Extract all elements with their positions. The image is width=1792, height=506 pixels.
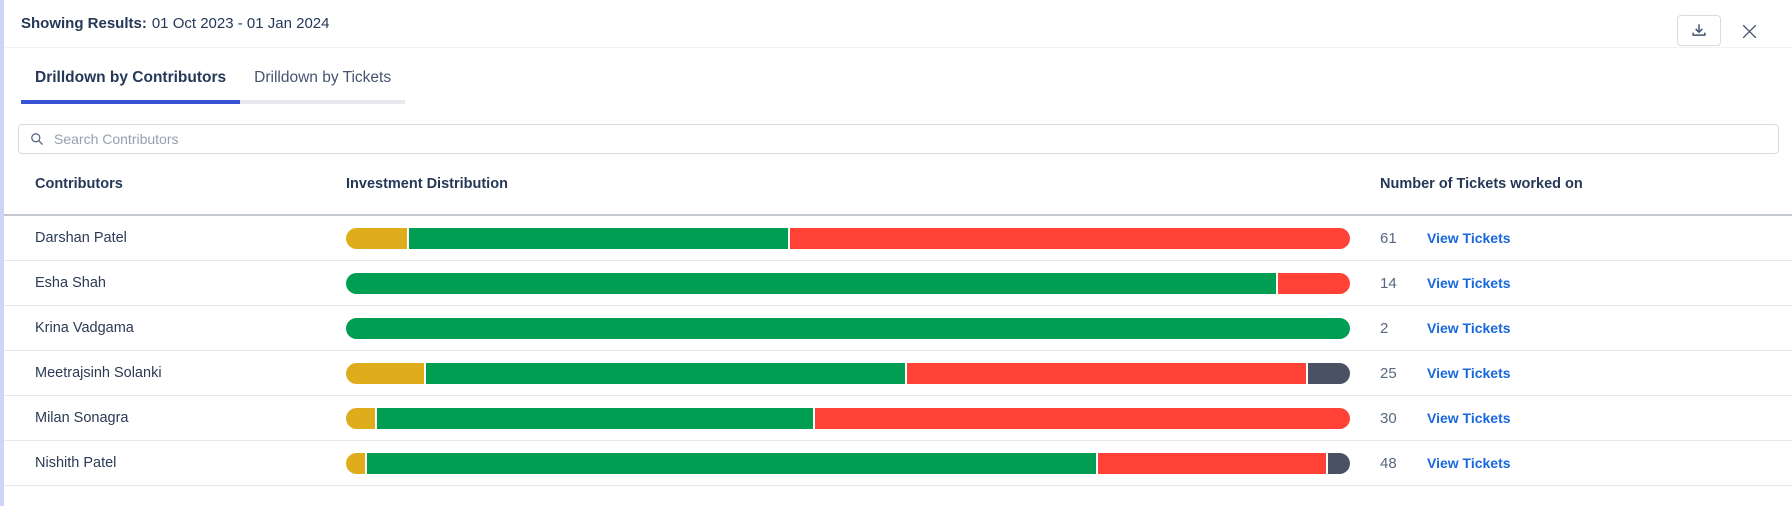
results-header: Showing Results: 01 Oct 2023 - 01 Jan 202… xyxy=(0,0,1792,48)
contributor-row: Nishith Patel 48 View Tickets xyxy=(0,441,1792,486)
contributor-row: Darshan Patel 61 View Tickets xyxy=(0,216,1792,261)
bar-segment-yellow xyxy=(346,227,408,249)
panel-left-edge xyxy=(0,0,4,506)
bar-segment-slate xyxy=(1325,452,1350,474)
contributor-name: Darshan Patel xyxy=(35,230,127,246)
tickets-count: 30 xyxy=(1380,409,1397,427)
tickets-count: 48 xyxy=(1380,454,1397,472)
view-tickets-link[interactable]: View Tickets xyxy=(1427,455,1511,471)
bar-segment-yellow xyxy=(346,362,425,384)
investment-bar xyxy=(346,272,1350,294)
tab-drilldown-by-tickets[interactable]: Drilldown by Tickets xyxy=(240,69,406,104)
contributor-name: Esha Shah xyxy=(35,275,106,291)
investment-bar xyxy=(346,362,1350,384)
investment-bar xyxy=(346,407,1350,429)
contributor-row: Milan Sonagra 30 View Tickets xyxy=(0,396,1792,441)
bar-segment-red xyxy=(905,362,1306,384)
view-tickets-link[interactable]: View Tickets xyxy=(1427,320,1511,336)
bar-segment-green xyxy=(365,452,1096,474)
search-input[interactable] xyxy=(54,131,1768,147)
view-tickets-link[interactable]: View Tickets xyxy=(1427,275,1511,291)
close-button[interactable] xyxy=(1737,19,1761,43)
bar-segment-red xyxy=(1095,452,1326,474)
tab-drilldown-by-contributors[interactable]: Drilldown by Contributors xyxy=(21,69,241,104)
column-header-tickets-worked-on: Number of Tickets worked on xyxy=(1380,176,1583,192)
bar-segment-yellow xyxy=(346,452,366,474)
showing-results-range: 01 Oct 2023 - 01 Jan 2024 xyxy=(151,15,330,32)
contributor-name: Krina Vadgama xyxy=(35,320,134,336)
bar-segment-green xyxy=(346,317,1350,339)
bar-segment-green xyxy=(346,272,1276,294)
bar-segment-green xyxy=(407,227,788,249)
investment-bar xyxy=(346,317,1350,339)
showing-results-text: Showing Results: 01 Oct 2023 - 01 Jan 202… xyxy=(21,15,329,32)
tickets-count: 14 xyxy=(1380,274,1397,292)
tickets-count: 25 xyxy=(1380,364,1397,382)
search-icon xyxy=(29,131,45,147)
bar-segment-red xyxy=(812,407,1350,429)
investment-bar xyxy=(346,452,1350,474)
column-header-investment-distribution: Investment Distribution xyxy=(346,176,508,192)
contributor-row: Meetrajsinh Solanki 25 View Tickets xyxy=(0,351,1792,396)
view-tickets-link[interactable]: View Tickets xyxy=(1427,230,1511,246)
drilldown-tabs: Drilldown by Contributors Drilldown by T… xyxy=(21,69,406,104)
search-contributors-box[interactable] xyxy=(18,124,1779,154)
contributor-name: Meetrajsinh Solanki xyxy=(35,365,162,381)
column-header-contributors: Contributors xyxy=(35,176,123,192)
table-header-row: Contributors Investment Distribution Num… xyxy=(0,154,1792,216)
view-tickets-link[interactable]: View Tickets xyxy=(1427,410,1511,426)
contributor-row: Esha Shah 14 View Tickets xyxy=(0,261,1792,306)
bar-segment-green xyxy=(375,407,813,429)
table-body: Darshan Patel 61 View Tickets Esha Shah … xyxy=(0,216,1792,486)
bar-segment-yellow xyxy=(346,407,376,429)
bar-segment-slate xyxy=(1305,362,1350,384)
showing-results-label: Showing Results: xyxy=(21,15,147,32)
download-icon xyxy=(1689,21,1709,41)
close-icon xyxy=(1740,22,1759,41)
tickets-count: 2 xyxy=(1380,319,1389,337)
contributor-row: Krina Vadgama 2 View Tickets xyxy=(0,306,1792,351)
contributor-name: Nishith Patel xyxy=(35,455,117,471)
bar-segment-green xyxy=(424,362,906,384)
contributor-name: Milan Sonagra xyxy=(35,410,129,426)
bar-segment-red xyxy=(1275,272,1350,294)
download-button[interactable] xyxy=(1677,15,1721,46)
investment-bar xyxy=(346,227,1350,249)
bar-segment-red xyxy=(787,227,1350,249)
view-tickets-link[interactable]: View Tickets xyxy=(1427,365,1511,381)
tickets-count: 61 xyxy=(1380,229,1397,247)
